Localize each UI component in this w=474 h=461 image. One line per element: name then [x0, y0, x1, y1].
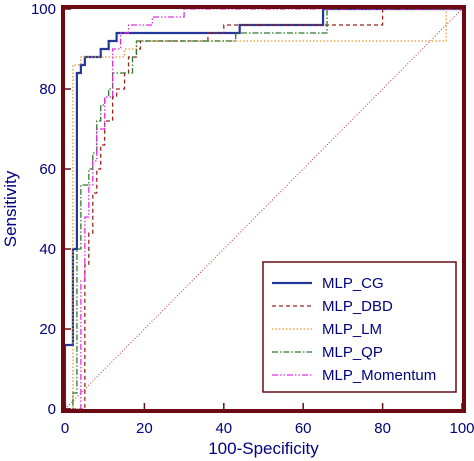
y-tick-label: 20 — [39, 321, 56, 338]
legend-label-mlp-cg: MLP_CG — [322, 275, 384, 292]
legend: MLP_CG MLP_DBD MLP_LM MLP_QP MLP_Momentum — [262, 261, 457, 393]
series-line-mlp-momentum — [65, 8, 462, 410]
legend-box — [262, 261, 457, 393]
legend-label-mlp-momentum: MLP_Momentum — [322, 367, 436, 384]
x-tick-label: 0 — [61, 420, 69, 437]
series-line-mlp-lm — [65, 8, 462, 410]
x-tick-label: 100 — [449, 420, 474, 437]
reference-diagonal-line — [64, 8, 463, 410]
y-tick-label: 60 — [39, 161, 56, 178]
x-tick-label: 20 — [136, 420, 153, 437]
axis-tick-labels: 0 20 40 60 80 100 0 20 40 60 80 100 — [31, 1, 474, 437]
legend-label-mlp-dbd: MLP_DBD — [322, 298, 393, 315]
x-axis-title: 100-Specificity — [208, 439, 319, 458]
y-tick-label: 40 — [39, 241, 56, 258]
x-tick-label: 80 — [374, 420, 391, 437]
y-axis-title: Sensitivity — [1, 170, 20, 247]
axis-ticks — [64, 8, 463, 410]
y-tick-label: 100 — [31, 1, 56, 18]
x-tick-label: 60 — [295, 420, 312, 437]
x-tick-label: 40 — [215, 420, 232, 437]
series-line-mlp-qp — [65, 8, 462, 410]
series-line-mlp-dbd — [65, 8, 462, 410]
y-tick-label: 80 — [39, 81, 56, 98]
y-tick-label: 0 — [48, 401, 56, 418]
legend-label-mlp-qp: MLP_QP — [322, 344, 383, 361]
plot-frame — [61, 5, 466, 413]
curves-layer — [63, 7, 463, 410]
series-line-mlp-cg — [63, 7, 462, 409]
legend-label-mlp-lm: MLP_LM — [322, 321, 382, 338]
